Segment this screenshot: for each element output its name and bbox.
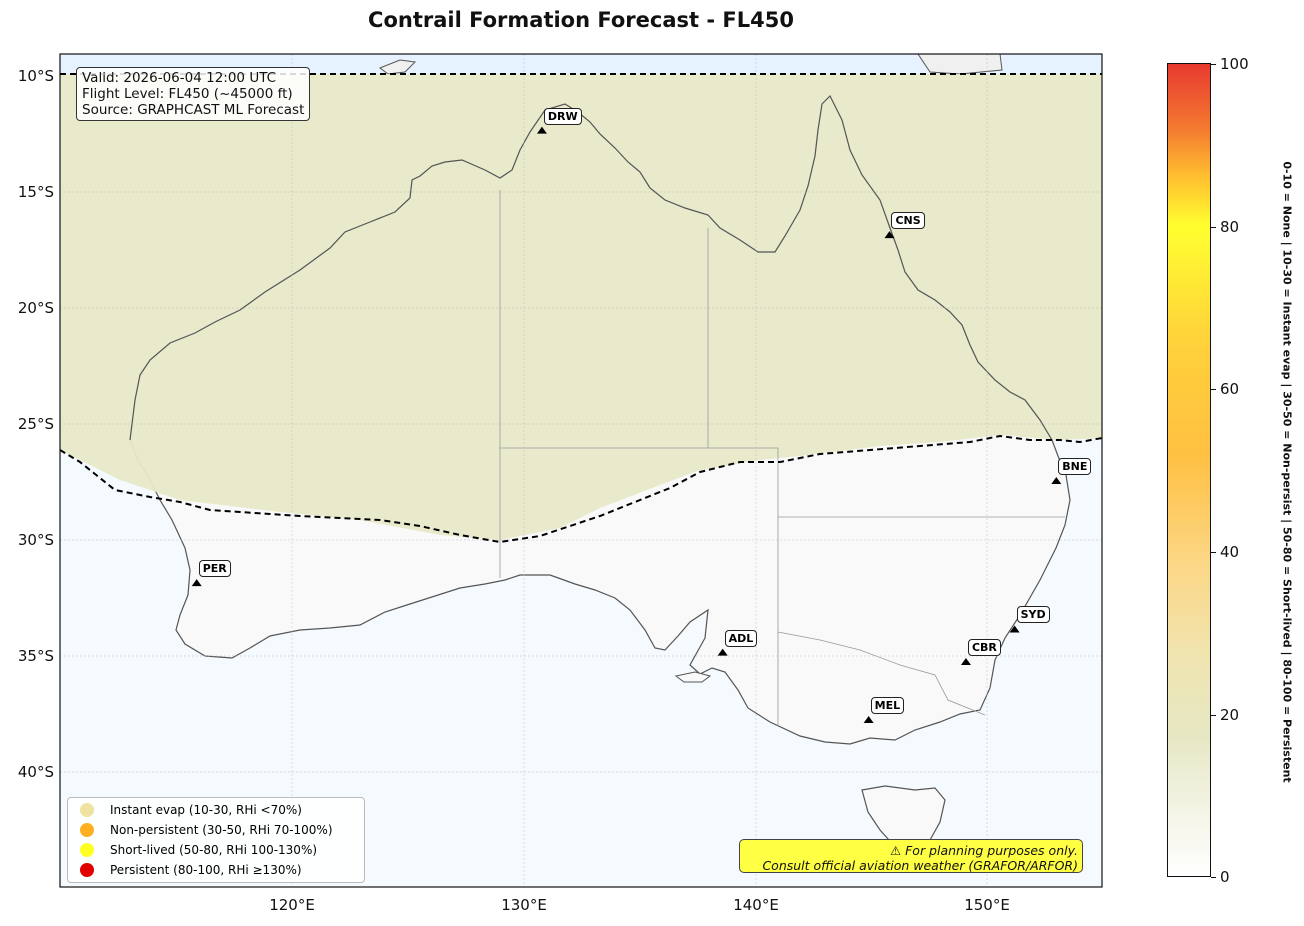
- kangaroo-island: [674, 671, 712, 683]
- legend-dot-icon: [80, 823, 94, 837]
- city-label-syd[interactable]: SYD: [1016, 606, 1050, 624]
- lat-tick: 40°S: [17, 763, 54, 781]
- city-label-per[interactable]: PER: [198, 560, 231, 578]
- warning-line-1: ⚠ For planning purposes only.: [890, 843, 1078, 858]
- colorbar-tick-mark: [1211, 877, 1216, 878]
- colorbar-tick: 40: [1220, 543, 1240, 561]
- airport-marker-icon: [863, 715, 874, 723]
- map-frame: [59, 53, 1103, 888]
- forecast-info-box: Valid: 2026-06-04 12:00 UTC Flight Level…: [76, 67, 311, 121]
- lon-tick: 120°E: [269, 896, 315, 914]
- tasmania-island: [861, 785, 946, 853]
- colorbar-description: 0-10 = None | 10-30 = Instant evap | 30-…: [1280, 72, 1294, 872]
- warning-line-2: Consult official aviation weather (GRAFO…: [762, 858, 1078, 873]
- colorbar-tick: 60: [1220, 380, 1240, 398]
- airport-marker-icon: [191, 579, 202, 587]
- map-title: Contrail Formation Forecast - FL450: [368, 8, 794, 32]
- data-source: Source: GRAPHCAST ML Forecast: [82, 102, 305, 118]
- lat-tick: 30°S: [17, 531, 54, 549]
- airport-marker-icon: [960, 657, 971, 665]
- city-label-bne[interactable]: BNE: [1058, 458, 1092, 475]
- north-band: [60, 54, 1102, 74]
- valid-time: Valid: 2026-06-04 12:00 UTC: [82, 70, 277, 86]
- map-legend: Instant evap (10-30, RHi <70%) Non-persi…: [67, 797, 365, 883]
- coastline-north: [129, 94, 1053, 441]
- new-guinea-landmass: [917, 54, 1003, 75]
- lon-tick: 150°E: [964, 896, 1010, 914]
- planning-warning-box: ⚠ For planning purposes only. Consult of…: [739, 839, 1083, 873]
- legend-dot-icon: [80, 803, 94, 817]
- colorbar-tick: 0: [1220, 868, 1230, 886]
- colorbar: [1167, 63, 1211, 877]
- lon-tick: 140°E: [733, 896, 779, 914]
- city-label-drw[interactable]: DRW: [543, 107, 582, 125]
- lon-tick: 130°E: [501, 896, 547, 914]
- lat-tick: 10°S: [17, 67, 54, 85]
- legend-label: Short-lived (50-80, RHi 100-130%): [110, 843, 318, 857]
- timor-island: [378, 59, 417, 75]
- city-label-adl[interactable]: ADL: [724, 629, 758, 647]
- airport-marker-icon: [884, 231, 895, 239]
- lat-tick: 20°S: [17, 299, 54, 317]
- contrail-zone-ocean: [60, 74, 1102, 540]
- colorbar-tick: 100: [1220, 55, 1249, 73]
- south-boundary-line: [60, 434, 1102, 544]
- legend-dot-icon: [80, 843, 94, 857]
- airport-marker-icon: [1009, 625, 1020, 633]
- lat-tick: 25°S: [17, 415, 54, 433]
- state-borders: [499, 190, 1065, 726]
- colorbar-tick-mark: [1211, 227, 1216, 228]
- city-markers: [191, 126, 1062, 723]
- city-label-mel[interactable]: MEL: [870, 696, 905, 714]
- gridlines: [60, 54, 1102, 887]
- colorbar-description-text: 0-10 = None | 10-30 = Instant evap | 30-…: [1280, 161, 1294, 783]
- colorbar-tick-mark: [1211, 389, 1216, 390]
- colorbar-tick-mark: [1211, 552, 1216, 553]
- airport-marker-icon: [1051, 477, 1062, 484]
- legend-item-persistent: Persistent (80-100, RHi ≥130%): [80, 860, 302, 880]
- city-label-cbr[interactable]: CBR: [967, 638, 1001, 656]
- city-label-cns[interactable]: CNS: [891, 212, 925, 230]
- flight-level: Flight Level: FL450 (~45000 ft): [82, 86, 293, 102]
- legend-item-short-lived: Short-lived (50-80, RHi 100-130%): [80, 840, 317, 860]
- colorbar-tick: 80: [1220, 218, 1240, 236]
- legend-item-non-persistent: Non-persistent (30-50, RHi 70-100%): [80, 820, 333, 840]
- legend-dot-icon: [80, 863, 94, 877]
- colorbar-tick: 20: [1220, 706, 1240, 724]
- colorbar-tick-mark: [1211, 715, 1216, 716]
- lat-tick: 15°S: [17, 183, 54, 201]
- lat-tick: 35°S: [17, 647, 54, 665]
- colorbar-tick-mark: [1211, 64, 1216, 65]
- legend-label: Instant evap (10-30, RHi <70%): [110, 803, 302, 817]
- airport-marker-icon: [717, 648, 728, 656]
- airport-marker-icon: [536, 126, 547, 134]
- legend-item-instant-evap: Instant evap (10-30, RHi <70%): [80, 800, 302, 820]
- legend-label: Non-persistent (30-50, RHi 70-100%): [110, 823, 333, 837]
- legend-label: Persistent (80-100, RHi ≥130%): [110, 863, 302, 877]
